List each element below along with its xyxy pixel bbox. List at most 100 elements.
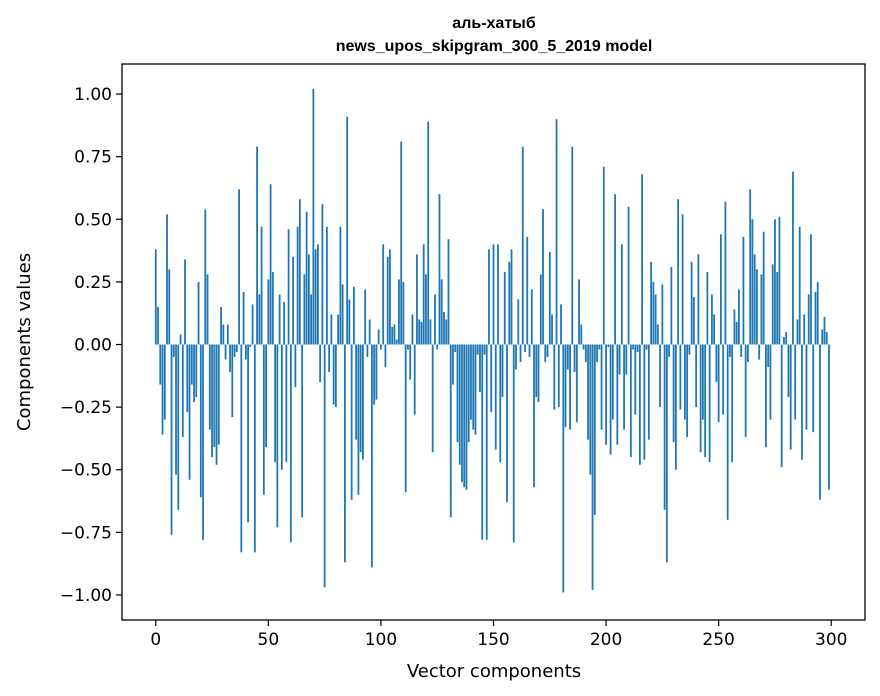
bar-291 (810, 234, 812, 345)
bar-51 (269, 184, 272, 345)
bar-276 (776, 271, 779, 345)
bar-157 (508, 261, 511, 345)
bar-89 (355, 344, 358, 440)
bar-232 (677, 199, 680, 345)
bar-286 (798, 226, 801, 345)
bar-46 (258, 294, 261, 345)
bar-150 (492, 244, 495, 345)
bar-73 (319, 344, 322, 383)
bar-269 (760, 274, 763, 345)
bar-26 (213, 344, 216, 448)
bar-149 (490, 344, 493, 413)
bar-267 (756, 269, 758, 345)
bar-229 (670, 266, 673, 345)
x-tick-label-2: 100 (365, 630, 397, 650)
bar-119 (422, 244, 425, 345)
bar-270 (762, 231, 765, 345)
bar-278 (780, 344, 783, 468)
bar-171 (539, 274, 542, 345)
bar-245 (706, 271, 709, 345)
bar-189 (580, 324, 583, 345)
y-tick-label-4: 0.00 (74, 336, 112, 356)
bar-262 (744, 344, 747, 438)
bar-224 (659, 344, 662, 408)
bar-57 (283, 301, 286, 345)
bar-203 (611, 344, 614, 420)
bar-205 (616, 344, 619, 445)
bar-176 (551, 314, 553, 345)
bar-7 (170, 344, 173, 535)
bar-111 (404, 344, 407, 493)
bar-56 (280, 344, 283, 470)
bar-4 (163, 344, 166, 420)
bar-210 (627, 206, 630, 345)
bar-11 (179, 334, 182, 345)
bar-185 (571, 146, 574, 345)
bar-221 (652, 281, 655, 345)
bar-97 (373, 344, 376, 405)
bar-41 (247, 344, 249, 523)
bar-208 (623, 344, 625, 430)
bar-45 (256, 146, 258, 345)
bar-230 (672, 344, 675, 443)
bar-178 (555, 119, 558, 345)
y-tick-label-7: 0.75 (74, 148, 112, 168)
bar-94 (366, 344, 369, 358)
bar-105 (391, 326, 394, 345)
bar-29 (220, 306, 222, 345)
bar-260 (740, 344, 743, 358)
bar-18 (195, 344, 198, 398)
bar-242 (699, 344, 702, 453)
bar-156 (506, 344, 508, 503)
bar-194 (591, 344, 594, 590)
bar-214 (636, 344, 639, 353)
plot-frame (121, 63, 866, 621)
bar-59 (287, 229, 290, 345)
bar-101 (382, 244, 385, 345)
bar-113 (409, 344, 412, 380)
bar-33 (229, 344, 231, 373)
bar-264 (749, 189, 752, 345)
bar-88 (353, 286, 355, 345)
bar-174 (546, 344, 549, 358)
bar-201 (607, 344, 610, 347)
bar-293 (814, 291, 817, 345)
bar-36 (235, 344, 238, 353)
bar-120 (425, 274, 427, 345)
chart-title-line1: аль-хатыб (452, 15, 536, 32)
bar-92 (362, 344, 364, 460)
bar-292 (812, 344, 815, 433)
bar-110 (402, 281, 405, 345)
bar-5 (166, 214, 168, 345)
bar-279 (783, 336, 785, 345)
bar-24 (208, 344, 211, 430)
bar-215 (638, 344, 641, 465)
bar-212 (632, 344, 634, 350)
bar-287 (801, 344, 803, 460)
bar-128 (443, 311, 445, 345)
bar-296 (821, 329, 824, 345)
bar-135 (458, 344, 461, 465)
bar-13 (184, 259, 186, 345)
bar-95 (368, 319, 371, 345)
bar-263 (747, 344, 749, 363)
bar-186 (573, 344, 576, 373)
bar-118 (420, 321, 423, 345)
bar-144 (479, 344, 481, 393)
bar-62 (294, 344, 297, 388)
bar-50 (267, 279, 270, 345)
bar-180 (560, 304, 562, 345)
bar-0 (154, 249, 157, 345)
bar-98 (375, 344, 378, 400)
bar-114 (411, 314, 414, 345)
bar-75 (323, 344, 326, 588)
bar-202 (609, 344, 612, 455)
bar-249 (715, 344, 718, 383)
bar-22 (204, 209, 207, 345)
bar-108 (398, 279, 400, 345)
y-axis-label: Components values (14, 253, 35, 431)
bar-49 (265, 344, 267, 448)
bar-193 (589, 344, 592, 475)
bar-90 (357, 344, 360, 495)
